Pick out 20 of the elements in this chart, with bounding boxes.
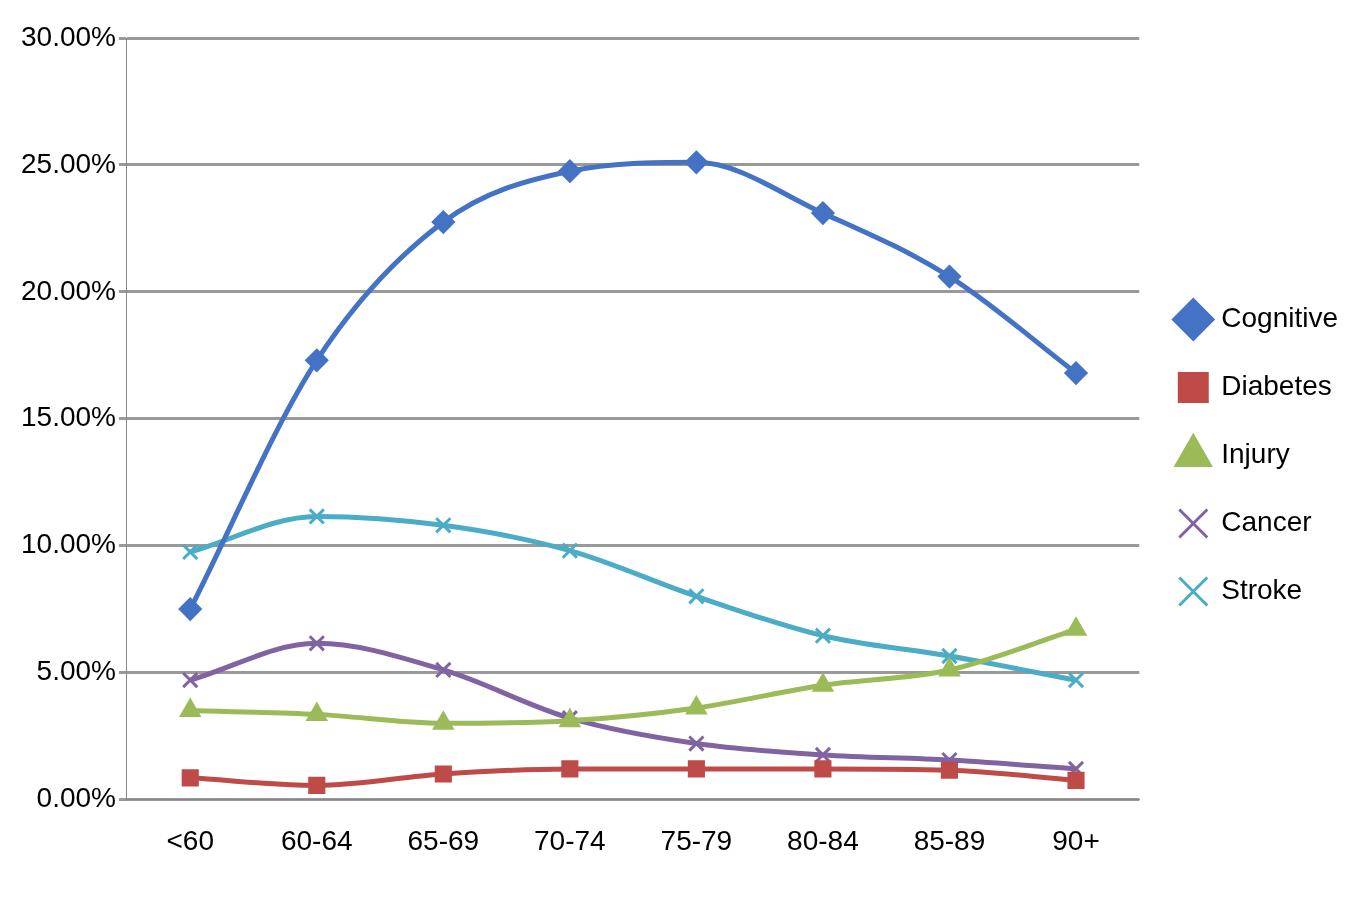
x-tick-label: 65-69: [407, 824, 480, 856]
y-tick-label: 15.00%: [21, 401, 116, 433]
x-tick-label: <60: [166, 824, 214, 856]
x-tick-label: 70-74: [534, 824, 606, 856]
legend-label: Cognitive: [1221, 302, 1338, 334]
y-tick-label: 10.00%: [21, 528, 116, 560]
legend-label: Cancer: [1221, 506, 1312, 538]
legend-label: Injury: [1221, 438, 1290, 470]
y-tick-label: 25.00%: [21, 147, 116, 179]
legend-label: Stroke: [1221, 574, 1303, 606]
x-tick-label: 60-64: [280, 824, 353, 856]
y-tick-label: 0.00%: [36, 782, 116, 814]
y-tick-label: 20.00%: [21, 274, 116, 306]
x-tick-label: 80-84: [787, 824, 859, 856]
x-tick-label: 85-89: [913, 824, 986, 856]
x-tick-label: 90+: [1052, 824, 1100, 856]
legend-label: Diabetes: [1221, 370, 1332, 402]
y-tick-label: 5.00%: [36, 655, 116, 687]
x-tick-label: 75-79: [660, 824, 733, 856]
y-tick-label: 30.00%: [21, 20, 116, 52]
